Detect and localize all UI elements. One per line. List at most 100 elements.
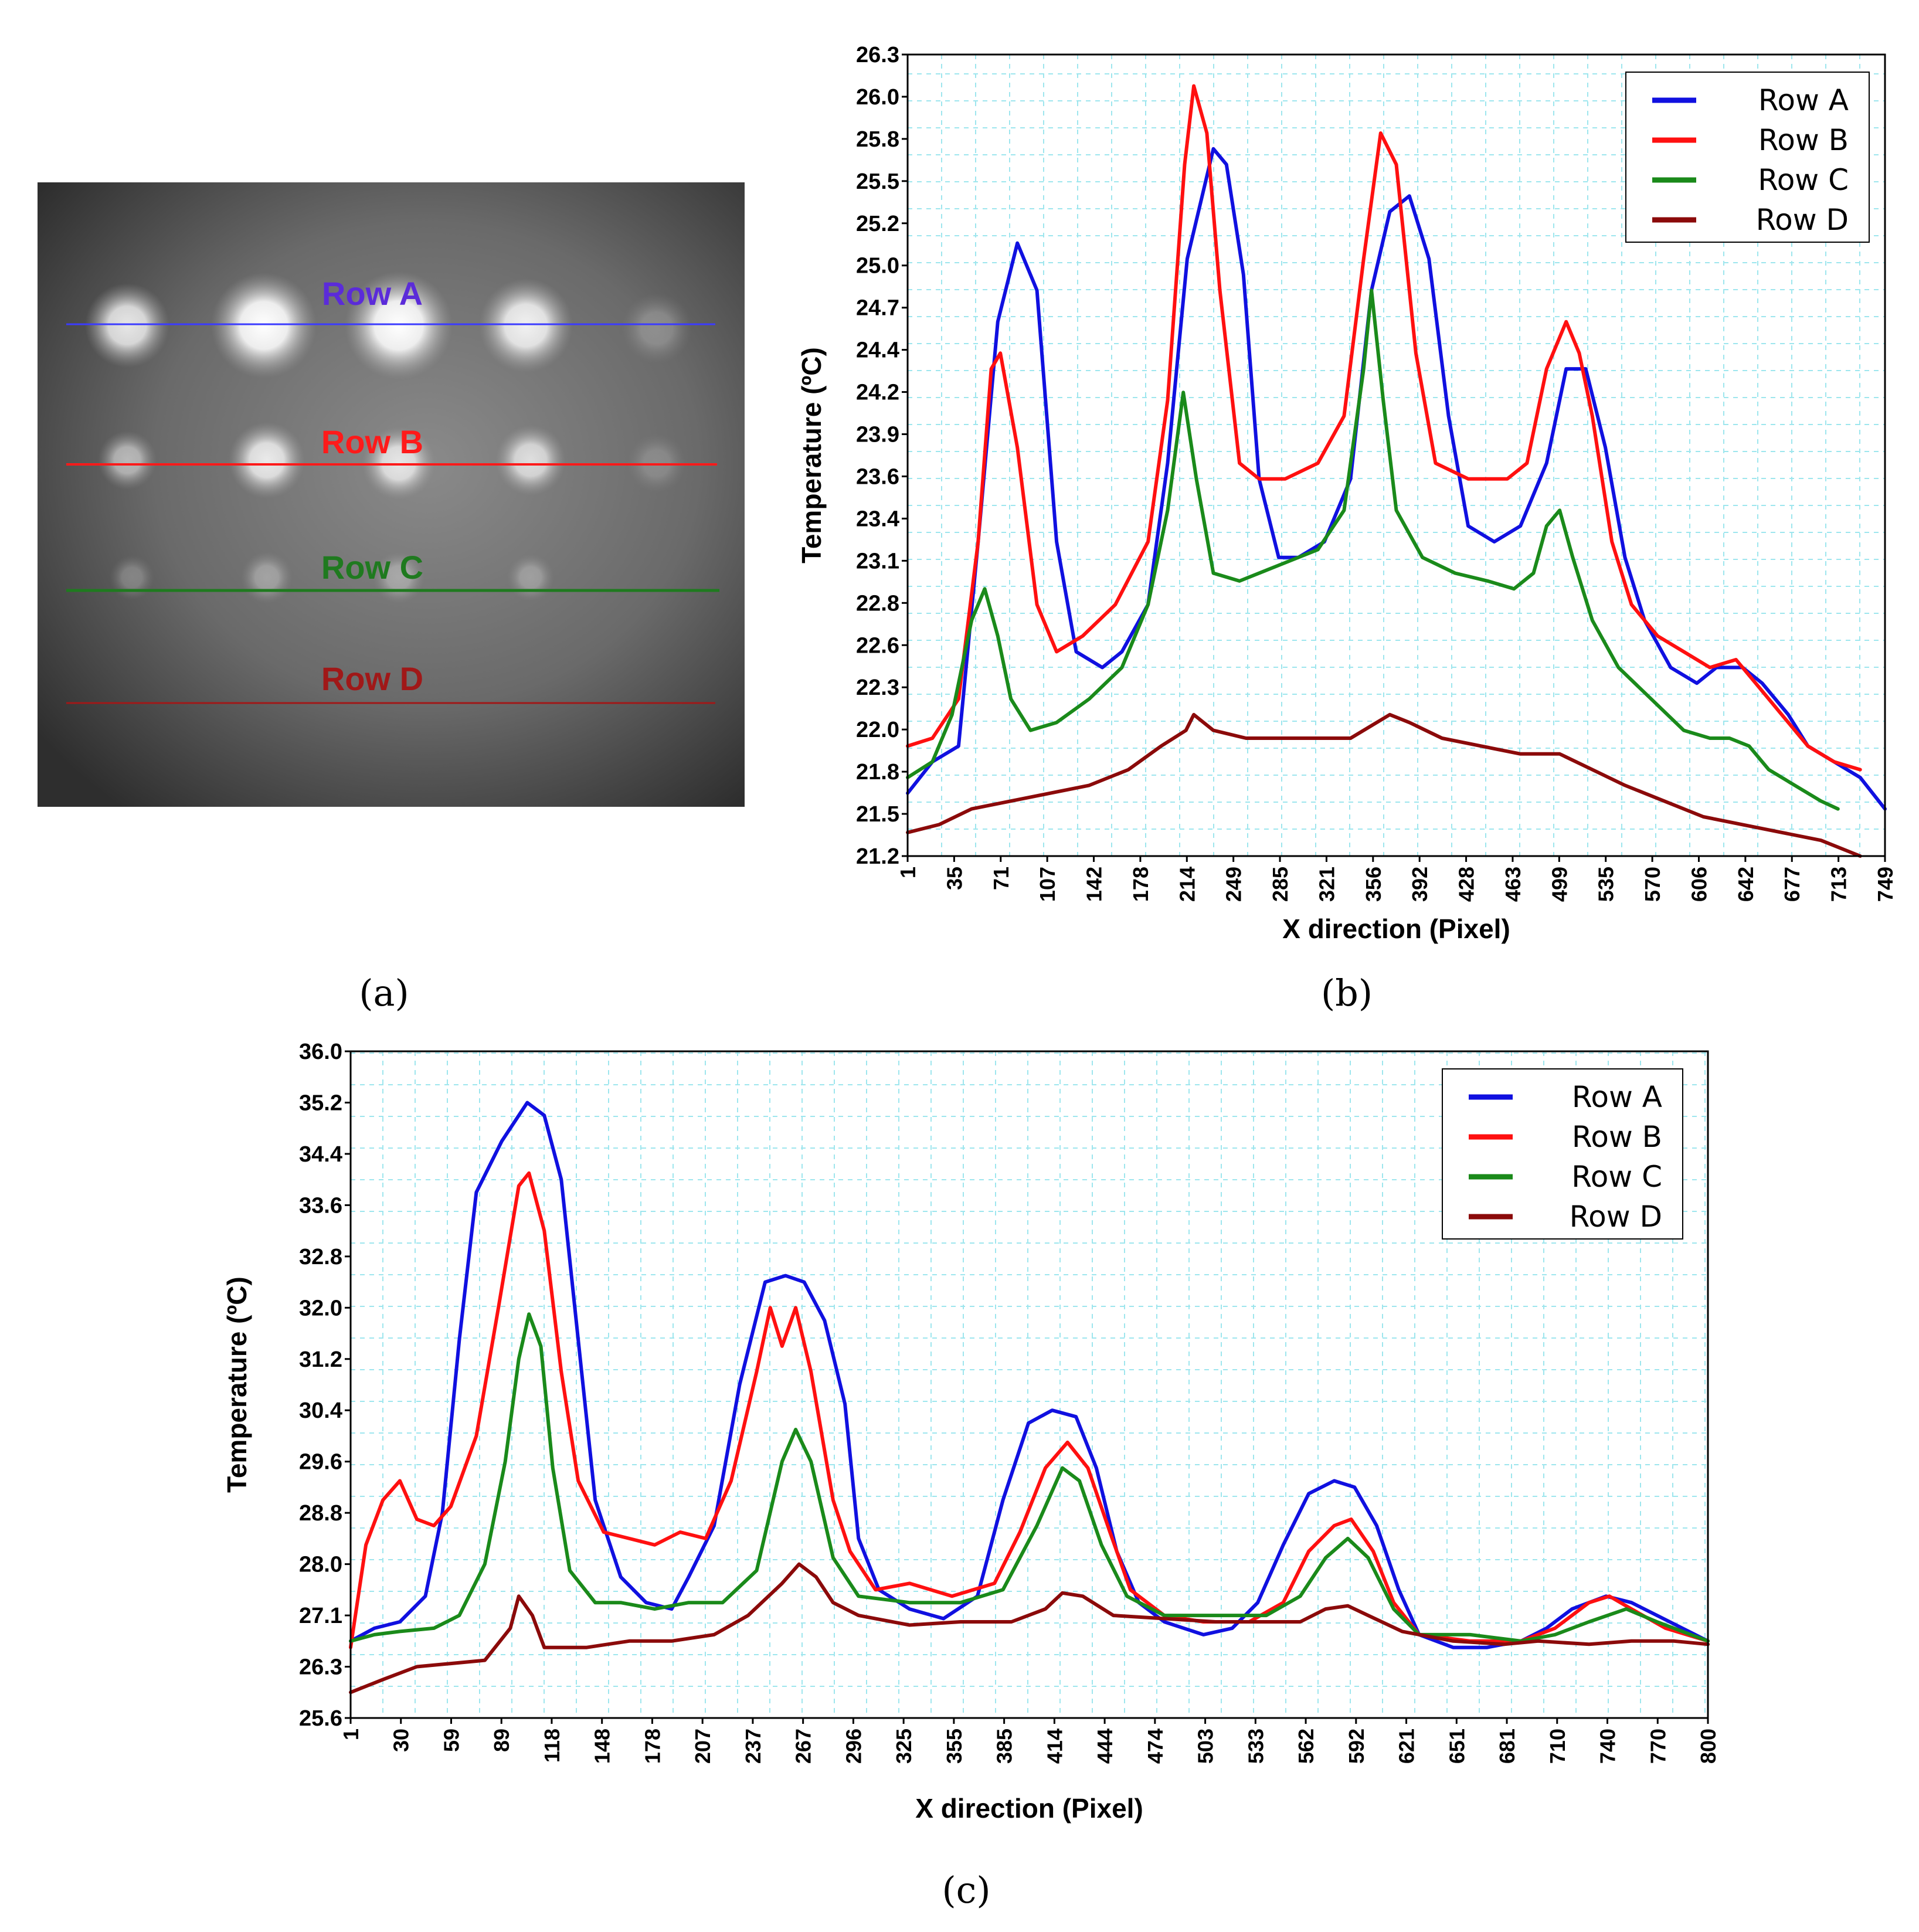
x-tick-label: 355 xyxy=(942,1729,966,1764)
row-c-label: Row C xyxy=(321,549,423,586)
y-axis-title: Temperature (ºC) xyxy=(796,347,827,563)
x-tick-label: 681 xyxy=(1495,1729,1519,1764)
y-tick-label: 22.3 xyxy=(856,675,899,700)
thermal-image: Row A Row B Row C Row D xyxy=(38,182,745,807)
y-tick-label: 25.5 xyxy=(856,169,899,194)
x-tick-label: 392 xyxy=(1408,867,1432,902)
y-tick-label: 25.8 xyxy=(856,127,899,152)
y-tick-label: 35.2 xyxy=(299,1091,342,1115)
legend-label: Row D xyxy=(1570,1200,1662,1234)
y-tick-label: 32.8 xyxy=(299,1245,342,1269)
x-tick-label: 642 xyxy=(1734,867,1758,902)
x-tick-label: 321 xyxy=(1315,867,1339,902)
legend-label: Row C xyxy=(1758,163,1849,197)
y-tick-label: 21.8 xyxy=(856,760,899,785)
x-tick-label: 142 xyxy=(1082,867,1106,902)
y-tick-label: 30.4 xyxy=(299,1398,342,1423)
y-axis-title: Temperature (ºC) xyxy=(222,1276,252,1493)
y-tick-label: 22.6 xyxy=(856,633,899,658)
x-tick-label: 249 xyxy=(1222,867,1246,902)
y-tick-label: 21.2 xyxy=(856,844,899,869)
x-tick-label: 71 xyxy=(989,867,1013,890)
x-tick-label: 428 xyxy=(1455,867,1479,902)
x-tick-label: 148 xyxy=(590,1729,614,1764)
panel-label-a: (a) xyxy=(359,972,409,1014)
x-tick-label: 59 xyxy=(439,1729,463,1752)
x-tick-label: 770 xyxy=(1646,1729,1670,1764)
x-tick-label: 503 xyxy=(1194,1729,1218,1764)
x-tick-label: 356 xyxy=(1361,867,1385,902)
legend: Row A Row B Row C Row D xyxy=(1442,1068,1683,1240)
x-tick-label: 267 xyxy=(792,1729,816,1764)
x-tick-label: 749 xyxy=(1873,867,1897,902)
x-tick-label: 178 xyxy=(1129,867,1153,902)
x-tick-label: 30 xyxy=(389,1729,413,1752)
x-tick-label: 592 xyxy=(1344,1729,1368,1764)
y-tick-label: 28.8 xyxy=(299,1501,342,1526)
y-tick-label: 29.6 xyxy=(299,1450,342,1475)
legend-label: Row C xyxy=(1571,1160,1662,1194)
y-tick-label: 24.2 xyxy=(856,381,899,405)
x-tick-label: 296 xyxy=(841,1729,865,1764)
y-tick-label: 36.0 xyxy=(299,1040,342,1064)
chart-b: 21.2 21.5 21.8 22.0 22.3 22.6 22.8 23.1 23.4 23.6… xyxy=(796,43,1897,944)
x-tick-label: 385 xyxy=(993,1729,1017,1764)
y-tick-label: 23.9 xyxy=(856,423,899,447)
y-tick-label: 34.4 xyxy=(299,1142,342,1167)
x-tick-label: 800 xyxy=(1696,1729,1720,1764)
y-tick-label: 24.4 xyxy=(856,338,899,363)
y-tick-label: 32.0 xyxy=(299,1296,342,1320)
x-tick-label: 621 xyxy=(1395,1729,1419,1764)
legend: Row A Row B Row C Row D xyxy=(1625,72,1870,243)
x-tick-label: 285 xyxy=(1268,867,1292,902)
x-tick-label: 651 xyxy=(1445,1729,1469,1764)
x-tick-label: 1 xyxy=(896,867,920,878)
legend-label: Row A xyxy=(1572,1080,1662,1114)
series-line-row-b xyxy=(349,1171,1710,1649)
panel-label-c: (c) xyxy=(942,1869,990,1911)
x-tick-label: 499 xyxy=(1547,867,1571,902)
panel-label-b: (b) xyxy=(1321,972,1373,1014)
x-axis-title: X direction (Pixel) xyxy=(1282,914,1510,944)
y-tick-label: 23.4 xyxy=(856,507,899,531)
y-tick-label: 24.7 xyxy=(856,296,899,321)
x-tick-label: 444 xyxy=(1093,1729,1117,1764)
series-line-row-d xyxy=(349,1562,1710,1695)
x-tick-label: 325 xyxy=(892,1729,916,1764)
row-d-label: Row D xyxy=(321,660,423,697)
legend-label: Row A xyxy=(1758,83,1849,117)
y-tick-label: 22.8 xyxy=(856,591,899,616)
plot-frame xyxy=(906,53,1886,857)
x-tick-label: 214 xyxy=(1175,867,1199,902)
x-tick-label: 677 xyxy=(1780,867,1804,902)
x-tick-label: 107 xyxy=(1035,867,1059,902)
x-tick-label: 35 xyxy=(942,867,966,890)
x-tick-label: 463 xyxy=(1501,867,1525,902)
legend-label: Row B xyxy=(1572,1120,1662,1154)
x-tick-label: 535 xyxy=(1594,867,1618,902)
y-tick-label: 31.2 xyxy=(299,1347,342,1372)
y-tick-label: 26.3 xyxy=(856,43,899,67)
y-tick-label: 33.6 xyxy=(299,1193,342,1218)
x-tick-label: 474 xyxy=(1143,1729,1167,1764)
x-tick-label: 570 xyxy=(1641,867,1665,902)
y-tick-label: 25.6 xyxy=(299,1706,342,1731)
y-tick-label: 22.0 xyxy=(856,718,899,742)
x-tick-label: 237 xyxy=(741,1729,765,1764)
series-line-row-a xyxy=(906,147,1887,811)
y-tick-label: 26.0 xyxy=(856,85,899,110)
y-tick-label: 27.1 xyxy=(299,1604,342,1628)
y-tick-label: 23.1 xyxy=(856,549,899,573)
x-tick-label: 740 xyxy=(1596,1729,1620,1764)
x-tick-label: 562 xyxy=(1294,1729,1318,1764)
x-tick-label: 606 xyxy=(1687,867,1711,902)
x-tick-label: 178 xyxy=(640,1729,664,1764)
series-line-row-c xyxy=(906,288,1840,811)
x-tick-label: 118 xyxy=(540,1729,564,1763)
plot-frame xyxy=(349,1050,1709,1719)
row-a-label: Row A xyxy=(322,275,423,312)
x-tick-label: 1 xyxy=(339,1729,363,1740)
series-line-row-b xyxy=(906,84,1862,772)
legend-label: Row B xyxy=(1758,123,1849,157)
